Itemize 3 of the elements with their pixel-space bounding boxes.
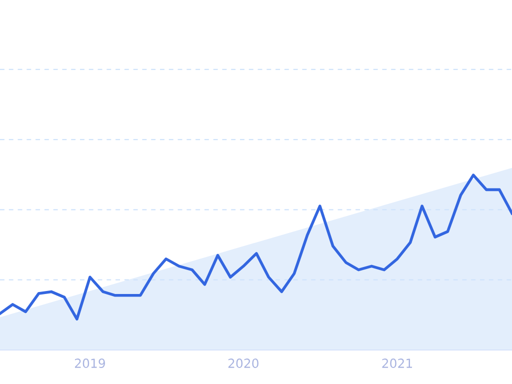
x-tick-label: 2020 (228, 358, 258, 368)
x-tick-label: 2021 (382, 358, 412, 368)
x-tick-label: 2019 (74, 358, 105, 368)
